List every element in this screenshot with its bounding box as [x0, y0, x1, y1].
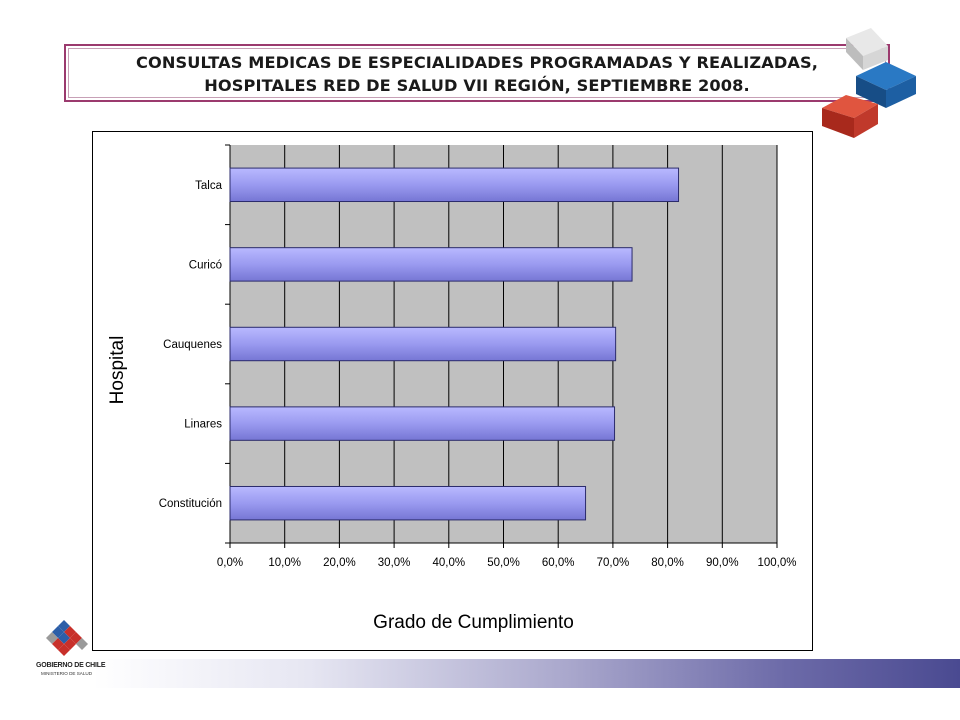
y-category-label: Talca: [195, 180, 222, 192]
bar-3: [229, 326, 617, 362]
y-category-label: Cauquenes: [163, 339, 222, 351]
y-category-label: Linares: [184, 419, 222, 431]
gray-cube: [846, 28, 888, 70]
bar-2: [229, 247, 633, 282]
title-line-2: HOSPITALES RED DE SALUD VII REGIÓN, SEPT…: [204, 76, 750, 95]
bar-4: [229, 406, 616, 441]
logo-government-text: GOBIERNO DE CHILE: [36, 662, 106, 669]
stacked-cubes-icon: [822, 28, 916, 138]
logo-ministry-text: MINISTERIO DE SALUD: [41, 671, 93, 676]
x-tick-label: 20,0%: [323, 557, 356, 569]
chile-government-logo-icon: [46, 620, 88, 656]
title-line-1: CONSULTAS MEDICAS DE ESPECIALIDADES PROG…: [136, 53, 818, 72]
x-tick-label: 50,0%: [487, 557, 520, 569]
blue-cube: [856, 62, 916, 108]
x-tick-label: 60,0%: [542, 557, 575, 569]
x-tick-label: 40,0%: [432, 557, 465, 569]
footer-gradient-bar: [93, 659, 960, 688]
y-category-label: Constitución: [159, 498, 222, 510]
x-tick-label: 30,0%: [378, 557, 411, 569]
title-box: CONSULTAS MEDICAS DE ESPECIALIDADES PROG…: [64, 44, 890, 102]
x-tick-label: 70,0%: [597, 557, 630, 569]
y-category-label: Curicó: [189, 259, 222, 271]
chart-frame: 0,0% 10,0% 20,0% 30,0% 40,0% 50,0% 60,0% 70,0% 8…: [92, 131, 813, 651]
bar-chart: 0,0% 10,0% 20,0% 30,0% 40,0% 50,0% 60,0% 70,0% 8…: [107, 144, 797, 633]
x-tick-label: 90,0%: [706, 557, 739, 569]
y-axis-title: Hospital: [107, 336, 128, 405]
bar-1: [229, 167, 680, 203]
x-tick-label: 80,0%: [651, 557, 684, 569]
x-tick-label: 100,0%: [757, 557, 796, 569]
x-axis-title: Grado de Cumplimiento: [373, 612, 574, 633]
x-tick-label: 0,0%: [217, 557, 243, 569]
x-tick-label: 10,0%: [268, 557, 301, 569]
red-cube: [822, 95, 878, 138]
bar-5: [229, 485, 587, 521]
